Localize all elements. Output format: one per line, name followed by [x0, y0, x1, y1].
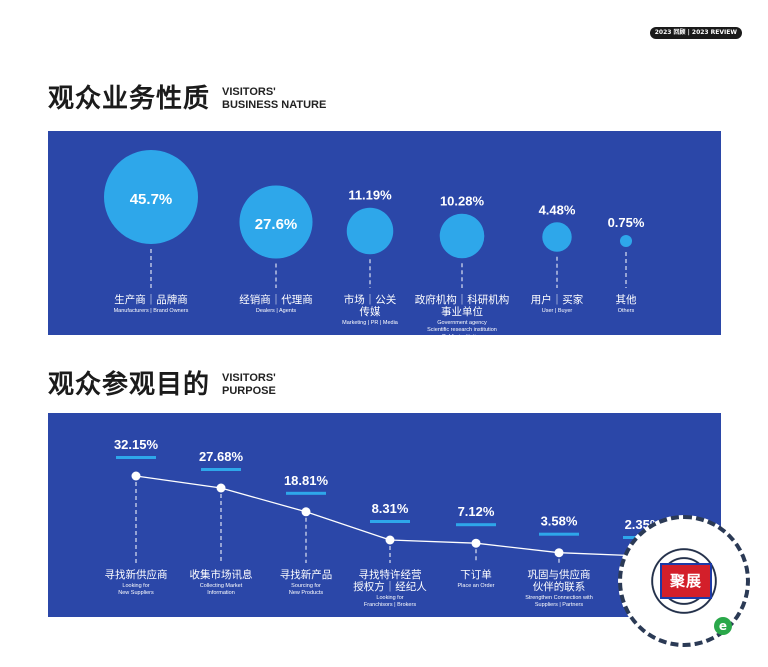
purpose-label-en: Sourcing for	[291, 583, 321, 589]
purpose-value-underline	[370, 520, 410, 523]
category-label-zh: 经销商｜代理商	[239, 293, 313, 306]
bubble-value-label: 11.19%	[348, 188, 392, 203]
category-label-zh: 市场｜公关	[344, 293, 397, 306]
purpose-label-zh: 寻找特许经营	[359, 568, 422, 581]
category-label-zh: 用户｜买家	[531, 293, 584, 306]
purpose-point	[471, 538, 481, 548]
section-title-en: VISITORS' BUSINESS NATURE	[222, 86, 327, 111]
purpose-label-zh: 寻找新产品	[280, 568, 333, 581]
category-label-en: Marketing | PR | Media	[342, 320, 399, 326]
purpose-label-zh: 下订单	[460, 569, 492, 581]
bubble-mark	[439, 213, 485, 259]
report-badge: 2023 回顾 | 2023 REVIEW	[649, 27, 742, 39]
purpose-label-en: Collecting Market	[200, 583, 243, 589]
purpose-value-underline	[286, 491, 326, 495]
mini-program-qr-code[interactable]: 聚展 e	[618, 515, 750, 647]
bubble-mark	[346, 207, 394, 255]
purpose-label-zh: 伙伴的联系	[533, 580, 586, 593]
bubble-value-label: 10.28%	[440, 194, 485, 209]
section-title-zh: 观众参观目的	[48, 370, 211, 400]
visitor-purpose-chart: 32.15% 寻找新供应商 Looking for New Suppliers 27.6…	[48, 413, 721, 617]
bubble-mark	[239, 185, 313, 259]
bubble-chart-svg: 45.7% 生产商｜品牌商 Manufacturers | Brand Owners…	[104, 150, 645, 335]
purpose-value-label: 3.58%	[541, 514, 578, 529]
category-label-en: Government agency	[437, 320, 487, 326]
category-label-en: Dealers | Agents	[256, 308, 297, 314]
business-nature-chart: 45.7% 生产商｜品牌商 Manufacturers | Brand Owners…	[48, 131, 721, 335]
purpose-value-label: 8.31%	[372, 501, 409, 516]
purpose-label-zh: 授权方｜经纪人	[353, 580, 427, 593]
purpose-label-zh: 寻找新供应商	[105, 568, 168, 581]
purpose-value-label: 7.12%	[458, 504, 495, 519]
section-title-en: VISITORS' PURPOSE	[222, 372, 276, 397]
qr-logo: 聚展	[660, 563, 712, 599]
bubble-value-label: 45.7%	[130, 191, 173, 208]
category-label-zh: 其他	[616, 293, 637, 306]
purpose-label-en: Place an Order	[458, 583, 495, 589]
purpose-label-en: Looking for	[122, 583, 149, 589]
category-label-en: Manufacturers | Brand Owners	[114, 308, 189, 314]
purpose-point	[554, 548, 564, 558]
category-label-zh: 政府机构｜科研机构	[415, 293, 510, 306]
purpose-value-label: 32.15%	[114, 437, 159, 452]
purpose-label-en: Strengthen Connection with	[525, 595, 593, 601]
category-label-en: Scientific research institution	[427, 327, 497, 333]
bubble-value-label: 4.48%	[539, 202, 576, 217]
category-label-en: User | Buyer	[542, 308, 573, 314]
category-label-en: Others	[618, 308, 635, 314]
purpose-value-label: 27.68%	[199, 449, 244, 464]
purpose-point	[131, 471, 141, 481]
bubble-mark	[104, 150, 198, 244]
bubble-value-label: 27.6%	[255, 216, 298, 233]
purpose-point	[216, 483, 226, 493]
purpose-label-en: Information	[207, 590, 235, 596]
purpose-label-en: Suppliers | Partners	[535, 602, 583, 608]
category-label-zh: 传媒	[360, 305, 381, 318]
qr-badge-icon: e	[714, 617, 732, 635]
purpose-value-underline	[116, 456, 156, 459]
bubble-mark	[542, 222, 572, 252]
purpose-point	[385, 535, 395, 545]
purpose-label-en: Franchisors | Brokers	[364, 602, 416, 608]
section-title-zh: 观众业务性质	[48, 84, 211, 114]
bubble-value-label: 0.75%	[608, 215, 645, 230]
section-heading-business-nature: 观众业务性质 VISITORS' BUSINESS NATURE	[48, 86, 326, 112]
section-heading-purpose: 观众参观目的 VISITORS' PURPOSE	[48, 372, 276, 398]
purpose-value-underline	[456, 523, 496, 527]
purpose-value-label: 18.81%	[284, 473, 329, 488]
purpose-point	[301, 507, 311, 517]
category-label-zh: 事业单位	[441, 305, 483, 318]
purpose-label-en: New Suppliers	[118, 590, 154, 596]
category-label-en: Public institution	[442, 334, 482, 335]
purpose-label-zh: 巩固与供应商	[528, 568, 591, 581]
bubble-mark	[619, 234, 633, 248]
category-label-zh: 生产商｜品牌商	[114, 293, 188, 306]
purpose-value-underline	[539, 532, 579, 536]
purpose-label-en: Looking for	[376, 595, 403, 601]
purpose-label-zh: 收集市场讯息	[190, 568, 253, 581]
purpose-label-en: New Products	[289, 590, 323, 596]
purpose-value-underline	[201, 468, 241, 471]
